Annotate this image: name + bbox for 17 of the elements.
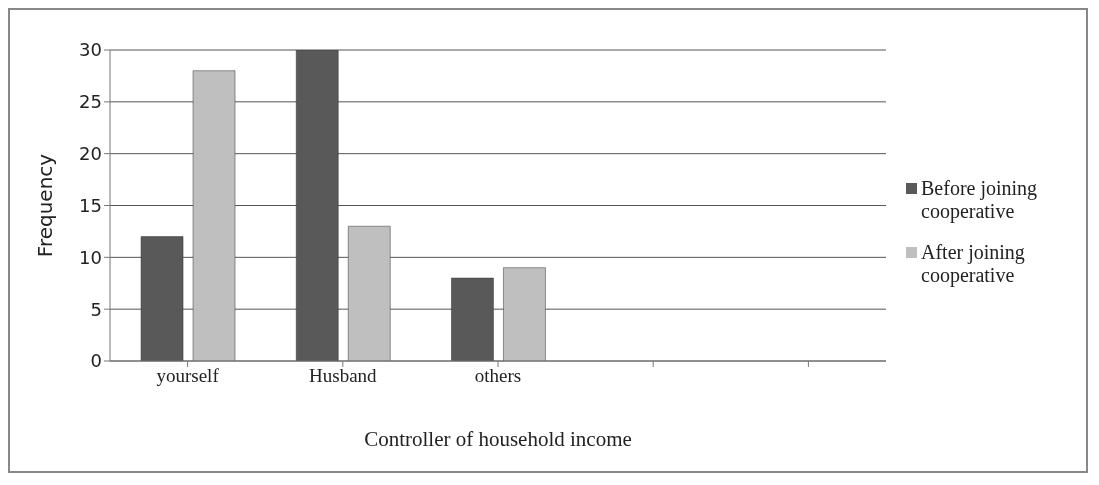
- bar: [347, 225, 391, 361]
- bar: [192, 70, 236, 361]
- y-tick-label: 0: [90, 350, 102, 372]
- y-tick-label: 25: [79, 91, 102, 113]
- y-tick-label: 10: [79, 246, 102, 268]
- bar: [503, 267, 546, 361]
- y-tick-label: 20: [79, 143, 102, 165]
- legend-label: Before joining cooperative: [921, 176, 1039, 223]
- x-tick-label: others: [474, 365, 522, 387]
- y-tick-label: 15: [79, 194, 102, 216]
- y-tick-label: 5: [90, 298, 102, 320]
- y-axis-title: Frequency: [33, 153, 58, 258]
- x-axis-title: Controller of household income: [364, 427, 632, 451]
- x-tick-label: yourself: [156, 365, 220, 387]
- legend-label: After joining cooperative: [921, 240, 1026, 287]
- y-tick-label: 30: [79, 39, 102, 61]
- x-tick-label: Husband: [309, 365, 378, 387]
